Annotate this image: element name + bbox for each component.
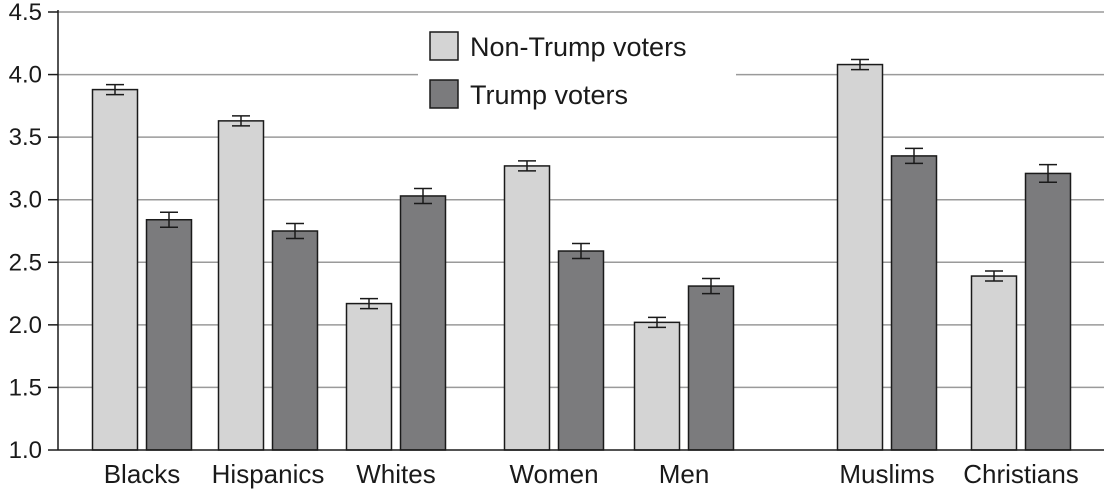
- bars: [91, 63, 1072, 451]
- legend-swatch: [429, 31, 459, 61]
- error-bars: [106, 58, 1057, 329]
- bar: [145, 218, 193, 451]
- y-tick-label: 1.0: [9, 437, 42, 464]
- y-tick-label: 4.5: [9, 0, 42, 26]
- bar: [687, 285, 735, 451]
- bar: [1024, 172, 1072, 451]
- x-tick-label: Women: [509, 459, 598, 489]
- legend-label: Non-Trump voters: [470, 32, 687, 62]
- bar: [890, 155, 938, 451]
- x-tick-label: Blacks: [104, 459, 181, 489]
- legend-background: [418, 20, 736, 120]
- legend-swatch: [429, 79, 459, 109]
- bar: [633, 321, 681, 451]
- x-tick-label: Hispanics: [212, 459, 325, 489]
- x-axis: Blacks Hispanics Whites Women Men Muslims Chri…: [58, 449, 1104, 489]
- y-tick-label: 3.5: [9, 124, 42, 151]
- x-tick-label: Christians: [963, 459, 1079, 489]
- bar: [91, 88, 139, 451]
- y-tick-label: 1.5: [9, 374, 42, 401]
- x-tick-label: Muslims: [839, 459, 934, 489]
- bar: [970, 275, 1018, 451]
- x-tick-label: Whites: [356, 459, 435, 489]
- bar: [399, 195, 447, 451]
- bar: [503, 165, 551, 451]
- x-tick-label: Men: [659, 459, 710, 489]
- bar: [271, 230, 319, 451]
- y-tick-label: 2.0: [9, 312, 42, 339]
- y-tick-label: 4.0: [9, 62, 42, 89]
- y-axis: 1.0 1.5 2.0 2.5 3.0 3.5 4.0 4.5: [9, 0, 59, 464]
- bar: [836, 63, 884, 451]
- y-tick-label: 3.0: [9, 187, 42, 214]
- y-tick-label: 2.5: [9, 249, 42, 276]
- legend: Non-Trump voters Trump voters: [418, 20, 736, 120]
- bar: [557, 250, 605, 451]
- bar: [345, 302, 393, 451]
- legend-label: Trump voters: [470, 80, 628, 110]
- bar: [217, 120, 265, 451]
